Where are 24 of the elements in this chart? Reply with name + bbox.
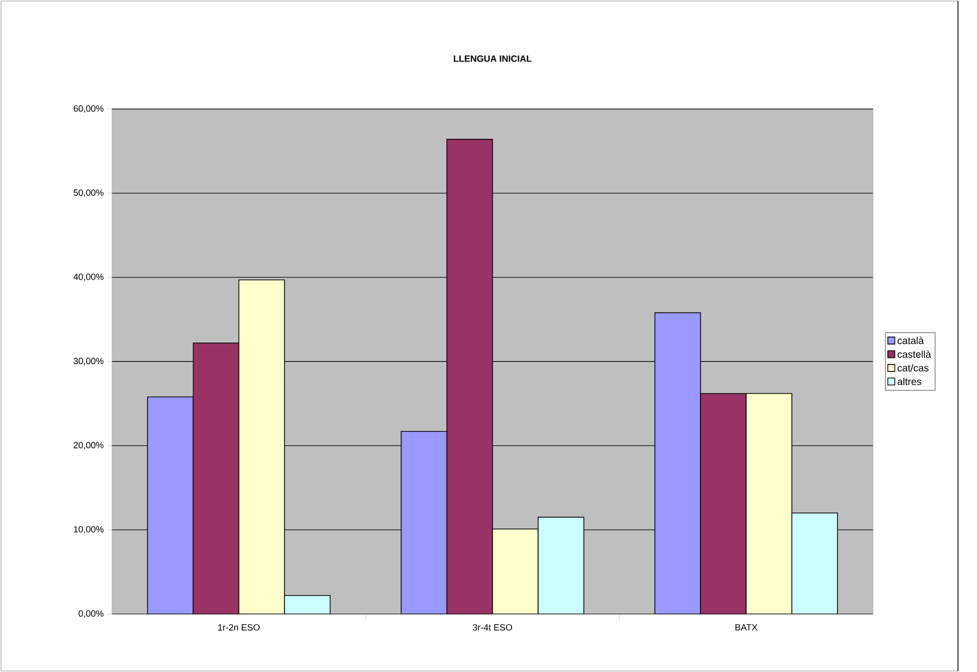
legend-label: altres: [898, 378, 922, 386]
x-tick-label: 1r-2n ESO: [218, 624, 260, 631]
y-tick-label: 0,00%: [78, 610, 104, 618]
y-tick-label: 20,00%: [74, 442, 104, 450]
bar: [400, 430, 448, 614]
y-tick-label: 40,00%: [73, 274, 104, 282]
y-tick-label: 50,00%: [74, 189, 104, 197]
y-tick-label: 10,00%: [74, 526, 104, 534]
legend-label: castellà: [898, 350, 932, 358]
bar: [238, 279, 285, 614]
bar: [746, 393, 792, 614]
bar: [538, 516, 584, 614]
bar: [791, 512, 838, 614]
y-tick-label: 30,00%: [74, 358, 104, 366]
legend-label: català: [898, 336, 924, 344]
bar: [654, 312, 701, 614]
x-tick-label: 3r-4t ESO: [472, 624, 512, 631]
chart-title: LLENGUA INICIAL: [454, 55, 532, 62]
bar: [284, 595, 331, 614]
legend-label: cat/cas: [898, 364, 929, 372]
x-tick-label: BATX: [735, 624, 758, 630]
bar: [147, 396, 194, 614]
bar: [492, 528, 539, 614]
y-tick-label: 60,00%: [74, 105, 104, 113]
